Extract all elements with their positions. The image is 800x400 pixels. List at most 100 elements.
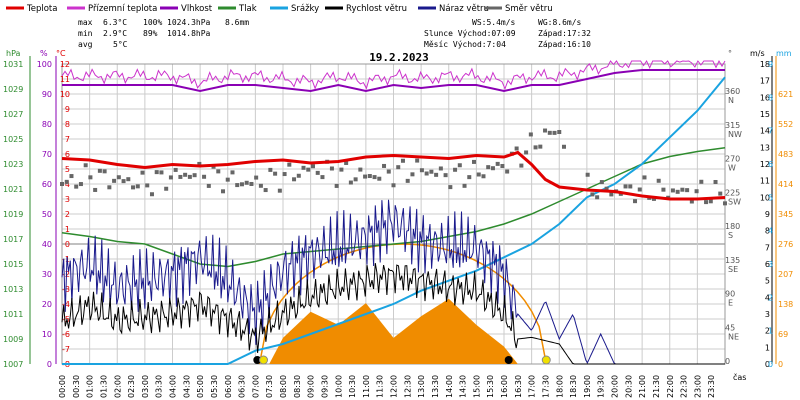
wind-direction-point: [590, 192, 595, 197]
tick-ms: 5: [765, 277, 770, 286]
wind-direction-point: [93, 187, 98, 192]
tick-hpa: 1017: [3, 235, 23, 244]
wind-direction-point: [699, 179, 704, 184]
tick-direction: S: [728, 231, 733, 240]
wind-direction-point: [651, 196, 656, 201]
tick-celsius: 9: [65, 105, 70, 114]
tick-hpa: 1023: [3, 160, 23, 169]
tick-rainrate: 207: [778, 270, 793, 279]
tick-x: 18:00: [555, 375, 564, 398]
wind-direction-point: [405, 178, 410, 183]
tick-x: 18:30: [569, 375, 578, 398]
series-rain: [62, 76, 726, 365]
legend: Teplota Přízemní teplota Vlhkost Tlak Srážky…: [6, 4, 553, 14]
wind-direction-point: [64, 179, 69, 184]
tick-hpa: 1015: [3, 260, 23, 269]
wind-direction-point: [528, 132, 533, 137]
wind-direction-point: [467, 175, 472, 180]
tick-hpa: 1009: [3, 335, 23, 344]
wind-direction-point: [462, 183, 467, 188]
tick-percent: 80: [42, 120, 52, 129]
tick-direction: NW: [728, 130, 742, 139]
tick-x: 06:30: [238, 375, 247, 398]
wind-direction-point: [254, 175, 259, 180]
wind-direction-point: [277, 188, 282, 193]
axis-label-celsius: °C: [56, 49, 66, 58]
wind-direction-point: [107, 185, 112, 190]
tick-x: 19:00: [583, 375, 592, 398]
wind-direction-point: [723, 201, 727, 206]
tick-celsius: 6: [65, 150, 70, 159]
tick-ms: 6: [765, 260, 770, 269]
wind-direction-point: [258, 183, 263, 188]
tick-rainrate: 414: [778, 180, 793, 189]
wind-direction-point: [680, 187, 685, 192]
wind-direction-point: [244, 180, 249, 185]
tick-celsius: 5: [65, 165, 70, 174]
tick-x: 17:00: [528, 375, 537, 398]
info-moonrise: Měsíc Východ:7:04: [424, 40, 506, 49]
wind-direction-point: [183, 172, 188, 177]
wind-direction-point: [225, 177, 230, 182]
tick-direction: E: [728, 299, 733, 308]
tick-x: 05:00: [196, 375, 205, 398]
tick-degrees: 90: [725, 290, 735, 299]
axis-label-mm: mm: [776, 49, 792, 58]
tick-ms: 11: [760, 177, 770, 186]
tick-x: 08:30: [293, 375, 302, 398]
axis-label-percent: %: [40, 49, 48, 58]
tick-x: 10:30: [348, 375, 357, 398]
tick-x: 07:30: [265, 375, 274, 398]
tick-ms: 14: [760, 127, 770, 136]
stats-min-hum: 89%: [143, 29, 158, 38]
tick-hpa: 1029: [3, 85, 23, 94]
wind-direction-point: [382, 163, 387, 168]
tick-degrees: 225: [725, 188, 740, 197]
tick-hpa: 1011: [3, 310, 23, 319]
tick-ms: 18: [760, 60, 770, 69]
tick-x: 03:00: [141, 375, 150, 398]
tick-ms: 13: [760, 143, 770, 152]
tick-x: 20:30: [624, 375, 633, 398]
wind-direction-point: [704, 200, 709, 205]
wind-direction-point: [263, 188, 268, 193]
wind-direction-point: [623, 184, 628, 189]
tick-x: 04:00: [169, 375, 178, 398]
wind-direction-point: [609, 192, 614, 197]
stats-avg-label: avg: [78, 40, 93, 49]
wind-direction-point: [457, 163, 462, 168]
legend-label: Teplota: [26, 4, 57, 14]
tick-degrees: 0: [725, 357, 730, 366]
axis-label-hpa: hPa: [6, 49, 21, 58]
tick-ms: 8: [765, 227, 770, 236]
wind-direction-point: [595, 195, 600, 200]
wind-direction-point: [363, 174, 368, 179]
wind-direction-point: [543, 128, 548, 133]
wind-direction-point: [585, 172, 590, 177]
tick-ms: 10: [760, 193, 770, 202]
wind-direction-point: [116, 175, 121, 180]
wind-direction-point: [168, 175, 173, 180]
tick-x: 12:00: [390, 375, 399, 398]
stats-min-temp: 2.9°C: [103, 29, 127, 38]
tick-celsius: -1: [62, 255, 70, 264]
stats-max-rain: 8.6mm: [225, 18, 249, 27]
stats-max-label: max: [78, 18, 93, 27]
wind-direction-point: [235, 183, 240, 188]
wind-direction-point: [126, 177, 131, 182]
tick-direction: W: [728, 164, 736, 173]
tick-hpa: 1031: [3, 60, 23, 69]
wind-direction-point: [112, 178, 117, 183]
wind-direction-point: [60, 182, 64, 186]
tick-degrees: 315: [725, 121, 740, 130]
tick-x: 10:00: [334, 375, 343, 398]
axis-label-degrees: °: [728, 49, 732, 58]
info-ws: WS:5.4m/s: [472, 18, 516, 27]
tick-mm: 0: [768, 360, 773, 369]
tick-x: 20:00: [611, 375, 620, 398]
series-wind-gust: [61, 199, 725, 365]
plot-area: [60, 59, 727, 365]
tick-x: 21:00: [638, 375, 647, 398]
tick-x: 12:30: [403, 375, 412, 398]
tick-degrees: 135: [725, 256, 740, 265]
